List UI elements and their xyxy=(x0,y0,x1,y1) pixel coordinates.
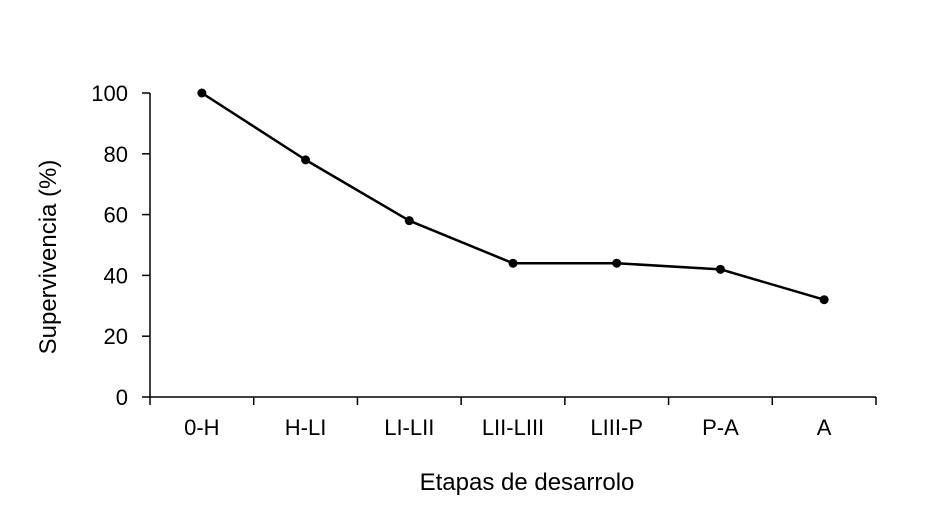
x-tick-label: LII-LIII xyxy=(482,415,544,440)
y-axis: 0 20 40 60 80 100 xyxy=(91,81,151,410)
x-axis-title: Etapas de desarrolo xyxy=(420,469,635,496)
x-tick-label: P-A xyxy=(702,415,739,440)
x-tick-label: LIII-P xyxy=(590,415,643,440)
data-point xyxy=(508,258,518,268)
y-tick-label: 60 xyxy=(104,203,128,228)
series-group xyxy=(197,88,829,305)
y-axis-title: Supervivencia (%) xyxy=(35,160,62,355)
data-point xyxy=(197,88,207,98)
y-tick-label: 0 xyxy=(116,385,128,410)
series-line xyxy=(201,91,825,301)
x-tick-label: A xyxy=(817,415,832,440)
y-tick-label: 80 xyxy=(104,142,128,167)
data-point xyxy=(819,295,829,305)
x-tick-label: H-LI xyxy=(285,415,327,440)
x-tick-label: 0-H xyxy=(184,415,219,440)
y-tick-label: 100 xyxy=(91,81,128,106)
y-tick-label: 20 xyxy=(104,324,128,349)
x-axis: 0-H H-LI LI-LII LII-LIII LIII-P P-A A xyxy=(149,396,877,440)
data-point xyxy=(301,155,311,165)
data-point xyxy=(404,216,414,226)
x-tick-label: LI-LII xyxy=(384,415,434,440)
data-point xyxy=(715,264,725,274)
data-point xyxy=(612,258,622,268)
y-tick-label: 40 xyxy=(104,263,128,288)
